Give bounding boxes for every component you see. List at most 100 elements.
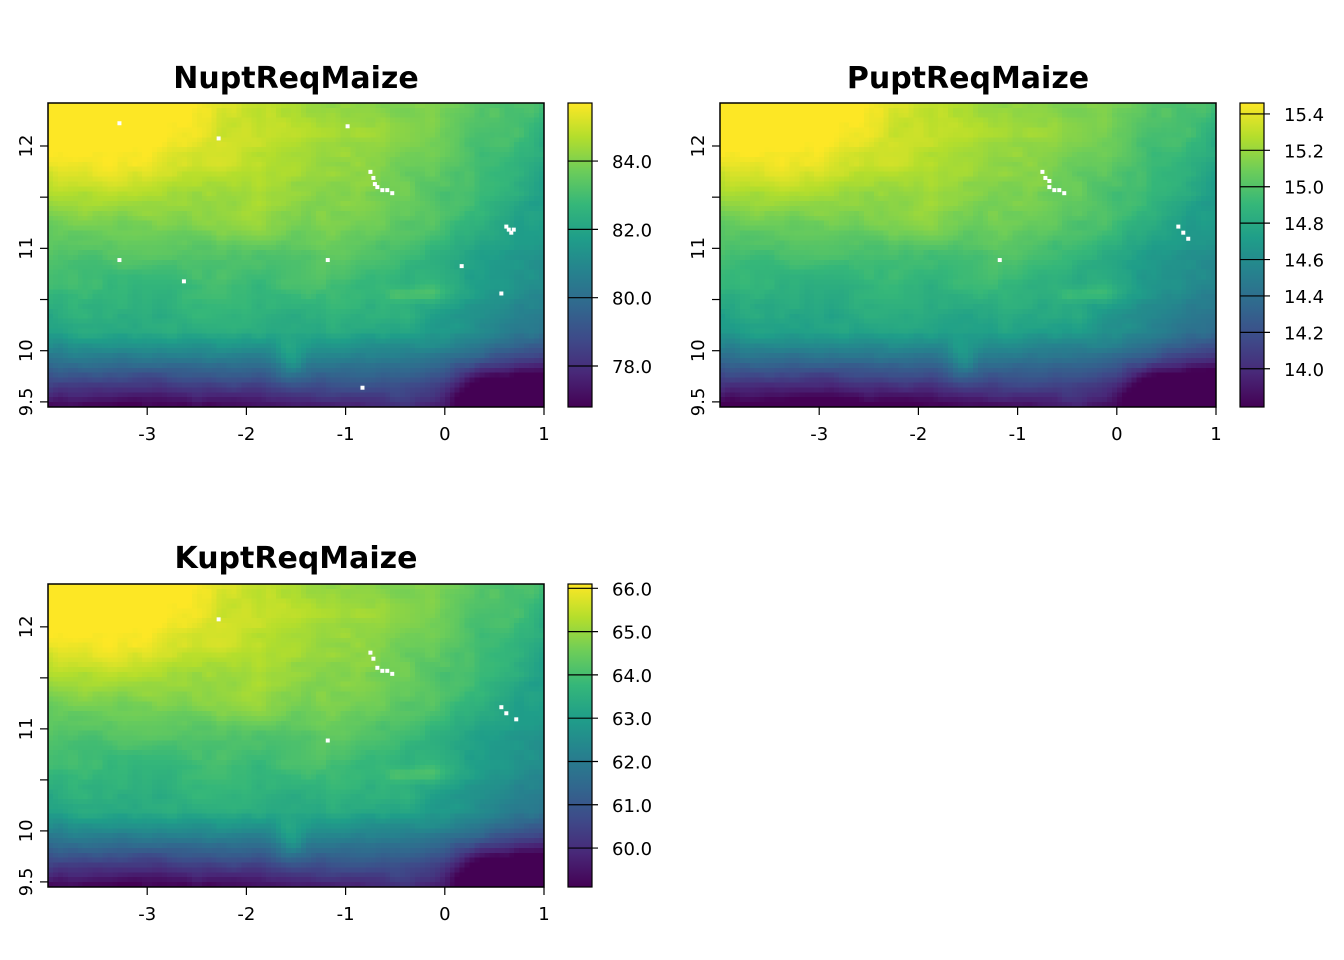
raster-cell xyxy=(464,284,471,290)
raster-cell xyxy=(325,304,332,310)
raster-cell xyxy=(405,269,411,276)
raster-cell xyxy=(196,186,203,192)
raster-cell xyxy=(62,220,69,227)
raster-cell xyxy=(57,323,64,330)
raster-cell xyxy=(57,166,64,173)
raster-cell xyxy=(82,103,89,109)
raster-cell xyxy=(221,142,228,148)
raster-cell xyxy=(340,196,347,202)
raster-cell xyxy=(62,225,69,232)
raster-cell xyxy=(261,210,267,217)
raster-cell xyxy=(459,107,466,114)
raster-cell xyxy=(67,304,74,310)
raster-cell xyxy=(276,166,282,173)
raster-cell xyxy=(370,250,376,256)
raster-cell xyxy=(305,122,312,129)
raster-cell xyxy=(415,338,421,344)
raster-cell xyxy=(296,230,302,236)
raster-cell xyxy=(132,274,138,281)
raster-cell xyxy=(296,112,302,119)
raster-cell xyxy=(196,181,203,187)
raster-cell xyxy=(489,308,495,315)
raster-cell xyxy=(345,323,352,330)
raster-cell xyxy=(429,294,436,300)
raster-cell xyxy=(196,161,203,168)
raster-cell xyxy=(474,308,481,315)
raster-cell xyxy=(325,318,332,325)
raster-cell xyxy=(405,161,411,168)
raster-cell xyxy=(251,107,257,114)
raster-cell xyxy=(305,308,312,315)
raster-cell xyxy=(380,343,386,349)
raster-cell xyxy=(201,259,208,266)
raster-cell xyxy=(142,245,148,251)
raster-cell xyxy=(310,181,317,187)
raster-cell xyxy=(296,166,302,173)
raster-cell xyxy=(201,127,208,134)
raster-cell xyxy=(454,210,461,217)
raster-cell xyxy=(291,250,297,256)
raster-cell xyxy=(340,318,347,325)
raster-cell xyxy=(420,215,426,222)
raster-cell xyxy=(449,264,456,271)
raster-cell xyxy=(107,279,114,286)
raster-cell xyxy=(127,343,133,349)
raster-cell xyxy=(291,264,297,271)
raster-cell xyxy=(142,318,148,325)
raster-cell xyxy=(256,196,262,202)
raster-cell xyxy=(286,289,292,295)
raster-cell xyxy=(494,205,500,212)
raster-cell xyxy=(271,191,277,197)
raster-cell xyxy=(385,259,391,266)
raster-cell xyxy=(464,279,471,286)
raster-cell xyxy=(147,107,153,114)
raster-cell xyxy=(345,205,352,212)
raster-cell xyxy=(479,103,486,109)
raster-cell xyxy=(57,127,64,134)
raster-cell xyxy=(429,323,436,330)
raster-cell xyxy=(320,132,327,138)
raster-cell xyxy=(449,250,456,256)
raster-cell xyxy=(77,196,84,202)
raster-cell xyxy=(360,264,367,271)
raster-cell xyxy=(429,107,436,114)
raster-cell xyxy=(355,318,362,325)
raster-cell xyxy=(127,284,133,290)
raster-cell xyxy=(211,196,218,202)
raster-cell xyxy=(196,152,203,158)
raster-cell xyxy=(157,142,163,148)
raster-cell xyxy=(459,181,466,187)
raster-cell xyxy=(464,132,471,138)
raster-cell xyxy=(300,225,307,232)
raster-cell xyxy=(489,117,495,124)
raster-cell xyxy=(191,220,198,227)
raster-cell xyxy=(439,196,446,202)
raster-cell xyxy=(286,259,292,266)
raster-cell xyxy=(365,289,371,295)
raster-cell xyxy=(281,279,287,286)
raster-cell xyxy=(87,112,94,119)
raster-cell xyxy=(107,132,114,138)
raster-cell xyxy=(350,245,357,251)
raster-cell xyxy=(167,264,173,271)
raster-cell xyxy=(296,338,302,344)
raster-cell xyxy=(236,205,243,212)
raster-cell xyxy=(444,147,451,153)
raster-cell xyxy=(261,107,267,114)
raster-cell xyxy=(400,186,406,192)
raster-cell xyxy=(112,132,119,138)
raster-cell xyxy=(276,313,282,320)
raster-cell xyxy=(107,264,114,271)
raster-cell xyxy=(62,289,69,295)
raster-cell xyxy=(147,181,153,187)
raster-cell xyxy=(191,235,198,241)
raster-cell xyxy=(400,308,406,315)
raster-cell xyxy=(261,245,267,251)
raster-cell xyxy=(231,186,238,192)
raster-cell xyxy=(142,137,148,143)
raster-cell xyxy=(172,289,178,295)
raster-cell xyxy=(162,137,168,143)
raster-cell xyxy=(48,328,54,335)
raster-cell xyxy=(216,323,223,330)
raster-cell xyxy=(469,269,476,276)
